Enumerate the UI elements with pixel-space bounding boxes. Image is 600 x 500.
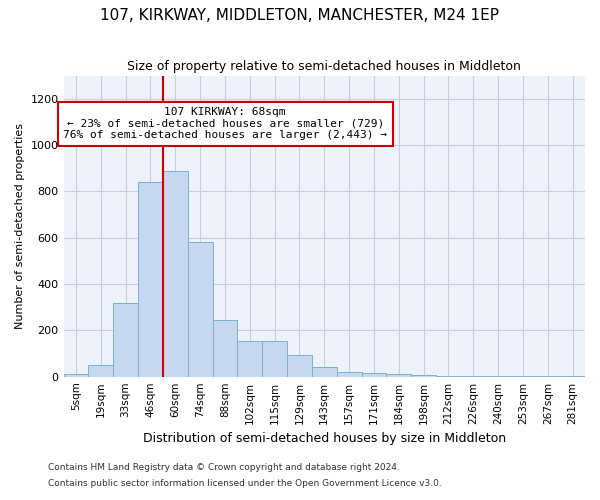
Bar xyxy=(113,302,138,376)
Text: Contains public sector information licensed under the Open Government Licence v3: Contains public sector information licen… xyxy=(48,478,442,488)
Bar xyxy=(64,374,88,376)
Bar xyxy=(238,341,262,376)
Y-axis label: Number of semi-detached properties: Number of semi-detached properties xyxy=(15,123,25,329)
Bar xyxy=(138,182,163,376)
Title: Size of property relative to semi-detached houses in Middleton: Size of property relative to semi-detach… xyxy=(127,60,521,73)
Bar xyxy=(312,368,337,376)
Bar xyxy=(411,375,436,376)
Bar xyxy=(362,373,386,376)
Text: 107 KIRKWAY: 68sqm
← 23% of semi-detached houses are smaller (729)
76% of semi-d: 107 KIRKWAY: 68sqm ← 23% of semi-detache… xyxy=(63,107,387,140)
Bar xyxy=(262,341,287,376)
Text: 107, KIRKWAY, MIDDLETON, MANCHESTER, M24 1EP: 107, KIRKWAY, MIDDLETON, MANCHESTER, M24… xyxy=(101,8,499,22)
Bar xyxy=(386,374,411,376)
Bar xyxy=(88,365,113,376)
Bar xyxy=(287,354,312,376)
X-axis label: Distribution of semi-detached houses by size in Middleton: Distribution of semi-detached houses by … xyxy=(143,432,506,445)
Bar xyxy=(163,170,188,376)
Bar xyxy=(188,242,212,376)
Bar xyxy=(212,320,238,376)
Text: Contains HM Land Registry data © Crown copyright and database right 2024.: Contains HM Land Registry data © Crown c… xyxy=(48,464,400,472)
Bar xyxy=(337,372,362,376)
